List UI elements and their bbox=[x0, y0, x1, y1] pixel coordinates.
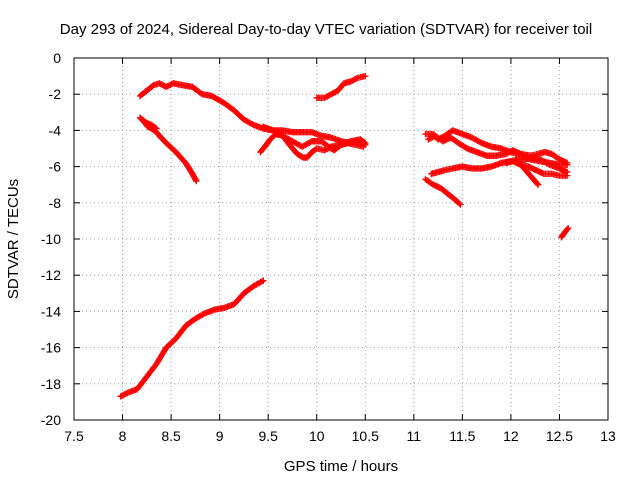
data-point bbox=[564, 224, 572, 232]
y-axis-title: SDTVAR / TECUs bbox=[5, 179, 22, 299]
x-tick-label: 12 bbox=[503, 428, 519, 444]
x-tick-label: 13 bbox=[600, 428, 616, 444]
y-tick-label: -6 bbox=[49, 159, 62, 175]
x-tick-label: 9 bbox=[216, 428, 224, 444]
y-tick-label: -16 bbox=[41, 340, 61, 356]
x-tick-label: 10 bbox=[309, 428, 325, 444]
x-tick-label: 11 bbox=[407, 428, 422, 444]
data-point bbox=[260, 277, 267, 284]
x-tick-label: 8.5 bbox=[161, 428, 181, 444]
plot-frame bbox=[73, 57, 609, 421]
x-tick-label: 12.5 bbox=[546, 428, 573, 444]
y-tick-label: -20 bbox=[41, 412, 61, 428]
y-tick-labels: 0 -2 -4 -6 -8 -10 -12 -14 -16 -18 -20 bbox=[41, 50, 61, 428]
y-tick-label: 0 bbox=[53, 50, 61, 66]
data-point bbox=[362, 139, 369, 147]
chart-title: Day 293 of 2024, Sidereal Day-to-day VTE… bbox=[60, 21, 592, 38]
data-point bbox=[456, 200, 463, 207]
y-tick-label: -2 bbox=[49, 86, 62, 102]
y-tick-label: -8 bbox=[49, 195, 62, 211]
series-track-a bbox=[117, 277, 267, 400]
data-point bbox=[153, 125, 160, 132]
y-tick-label: -4 bbox=[49, 122, 62, 138]
data-point bbox=[352, 75, 360, 82]
data-point bbox=[360, 138, 368, 146]
series-track-f bbox=[260, 123, 367, 154]
series-track-m bbox=[512, 156, 542, 188]
data-point bbox=[457, 201, 464, 208]
y-tick-label: -10 bbox=[41, 231, 61, 247]
data-point bbox=[533, 180, 541, 187]
x-tick-label: 7.5 bbox=[64, 428, 84, 444]
x-tick-label: 10.5 bbox=[352, 428, 379, 444]
y-tick-label: -12 bbox=[41, 267, 61, 283]
series-track-n bbox=[558, 224, 572, 241]
data-marks bbox=[117, 72, 572, 400]
data-point bbox=[152, 124, 159, 131]
series-track-j bbox=[428, 154, 571, 178]
data-point bbox=[193, 177, 200, 185]
x-tick-labels: 7.5 8 8.5 9 9.5 10 10.5 11 11.5 12 12.5 13 bbox=[64, 428, 616, 444]
y-tick-label: -14 bbox=[41, 303, 61, 319]
series-track-b bbox=[136, 80, 369, 149]
x-axis-title: GPS time / hours bbox=[284, 458, 398, 475]
series-track-d bbox=[138, 116, 160, 132]
data-point bbox=[360, 143, 367, 150]
y-tick-label: -18 bbox=[41, 376, 61, 392]
data-point bbox=[564, 159, 571, 167]
series-track-g bbox=[313, 72, 369, 102]
data-point bbox=[564, 172, 571, 179]
data-point bbox=[362, 72, 369, 80]
x-tick-label: 8 bbox=[119, 428, 127, 444]
data-point bbox=[258, 278, 266, 285]
x-tick-label: 9.5 bbox=[258, 428, 278, 444]
data-point bbox=[534, 181, 542, 188]
data-point bbox=[564, 226, 571, 233]
series-track-l bbox=[422, 176, 464, 208]
x-tick-label: 11.5 bbox=[449, 428, 475, 444]
